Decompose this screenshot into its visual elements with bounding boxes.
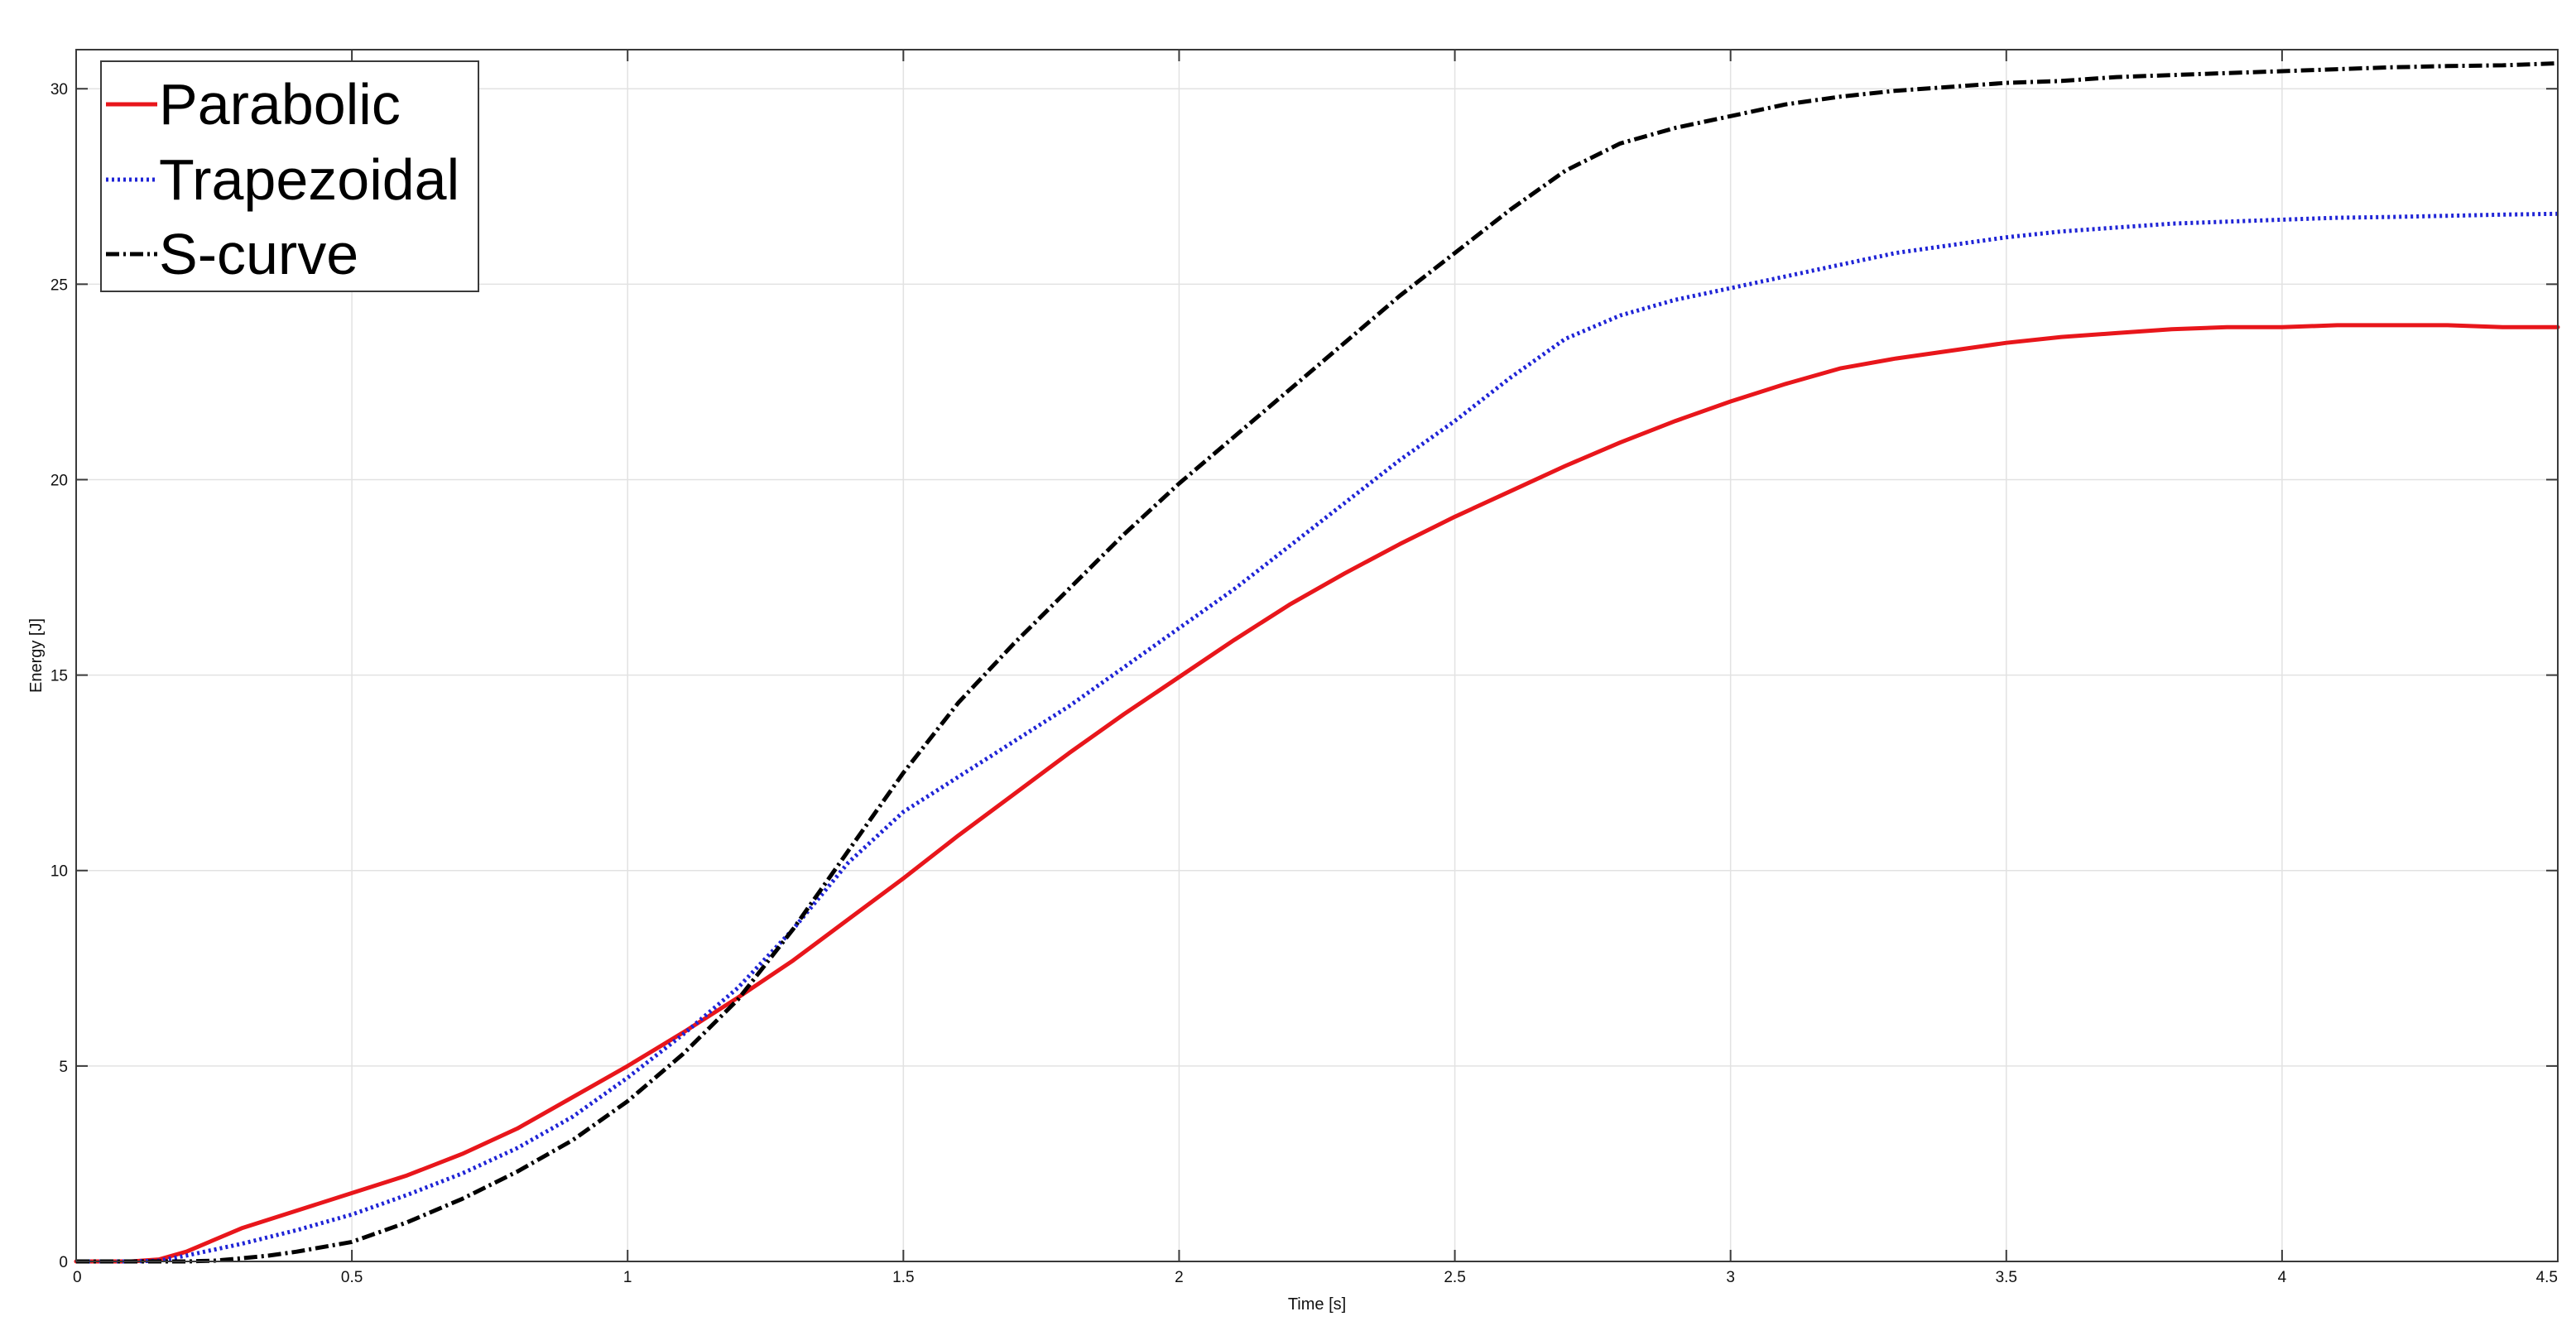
legend-box <box>100 60 479 292</box>
x-axis-label: Time [s] <box>1288 1295 1346 1314</box>
x-tick-label: 1 <box>623 1269 632 1286</box>
y-axis-label: Energy [J] <box>27 618 46 693</box>
legend-label-trapezoidal: Trapezoidal <box>159 147 459 212</box>
x-tick-label: 2 <box>1175 1269 1184 1286</box>
series-line-trapezoidal <box>76 211 2559 1264</box>
y-tick-label: 20 <box>50 472 68 489</box>
y-tick-label: 30 <box>50 81 68 98</box>
x-tick-label: 0.5 <box>341 1269 363 1286</box>
y-tick-label: 5 <box>59 1059 68 1076</box>
legend-label-s-curve: S-curve <box>159 222 358 286</box>
x-tick-label: 4 <box>2278 1269 2287 1286</box>
x-tick-label: 3.5 <box>1996 1269 2017 1286</box>
y-tick-labels: 0 5 10 15 20 25 30 <box>50 81 68 1271</box>
legend: Parabolic Trapezoidal S-curve <box>100 60 479 292</box>
series-layer <box>74 61 2560 1264</box>
y-tick-label: 10 <box>50 863 68 881</box>
plot-area <box>76 50 2558 1261</box>
x-tick-label: 2.5 <box>1444 1269 1465 1286</box>
legend-label-parabolic: Parabolic <box>159 72 401 137</box>
series-line-s-curve <box>76 61 2559 1264</box>
x-tick-label: 0 <box>73 1269 82 1286</box>
y-tick-label: 0 <box>59 1254 68 1271</box>
x-tick-label: 4.5 <box>2536 1269 2558 1286</box>
y-tick-label: 25 <box>50 276 68 294</box>
x-tick-labels: 0 0.5 1 1.5 2 2.5 3 3.5 4 4.5 <box>73 1269 2558 1286</box>
plot-frame <box>75 49 2559 1262</box>
tick-marks <box>75 50 2559 1262</box>
x-tick-label: 3 <box>1726 1269 1735 1286</box>
series-line-parabolic <box>74 323 2560 1264</box>
x-tick-label: 1.5 <box>892 1269 914 1286</box>
y-tick-label: 15 <box>50 668 68 685</box>
